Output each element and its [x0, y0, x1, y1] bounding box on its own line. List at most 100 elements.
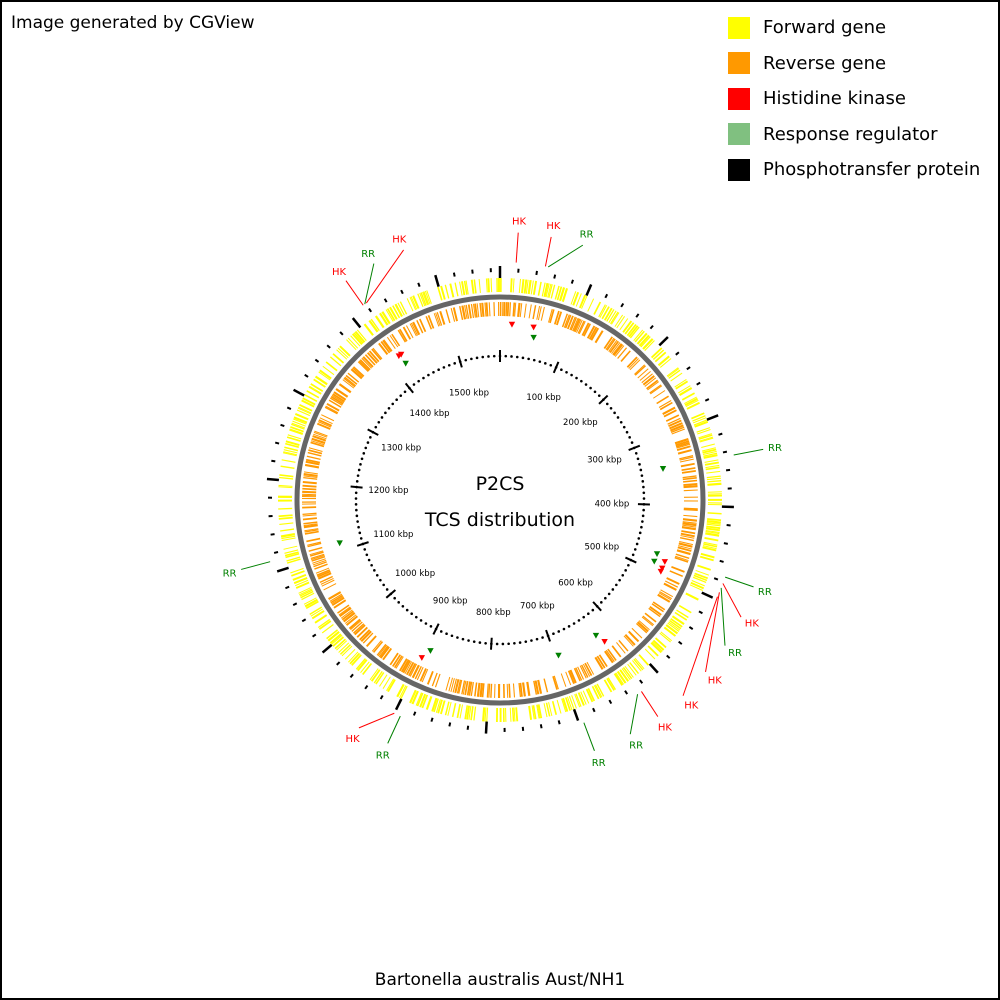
inner-ruler-dot — [630, 441, 634, 444]
forward-gene — [581, 295, 588, 309]
reverse-gene — [636, 621, 649, 633]
inner-ruler-dot — [403, 390, 407, 394]
outer-ruler — [266, 266, 734, 734]
reverse-gene — [425, 316, 433, 330]
reverse-gene — [435, 312, 441, 327]
reverse-gene — [618, 639, 629, 652]
forward-gene — [336, 349, 348, 360]
forward-gene — [487, 278, 490, 293]
reverse-gene — [635, 623, 648, 634]
forward-gene — [566, 696, 573, 711]
forward-gene — [551, 701, 558, 715]
reverse-gene — [302, 506, 317, 509]
inner-ruler-dot — [450, 634, 454, 638]
forward-gene — [310, 383, 324, 392]
forward-gene — [651, 641, 663, 652]
reverse-gene — [306, 537, 321, 543]
forward-gene — [638, 334, 650, 347]
reverse-gene — [402, 326, 412, 340]
reverse-gene — [409, 663, 418, 677]
forward-gene — [704, 537, 719, 542]
response-regulator-label: RR — [768, 443, 782, 454]
reverse-gene — [552, 675, 558, 690]
reverse-gene — [584, 662, 593, 676]
reverse-gene — [302, 490, 317, 494]
inner-ruler-dot — [355, 514, 359, 518]
reverse-gene — [549, 309, 555, 324]
reverse-gene — [536, 305, 541, 320]
forward-gene — [636, 332, 648, 345]
outer-minor-tick — [722, 450, 728, 454]
inner-ruler-dot — [593, 390, 597, 394]
forward-gene — [347, 337, 359, 349]
forward-gene — [326, 629, 339, 640]
outer-minor-tick — [311, 633, 317, 638]
forward-gene — [459, 704, 464, 719]
outer-major-tick — [276, 566, 289, 573]
forward-gene — [289, 428, 304, 435]
reverse-gene — [307, 451, 322, 457]
inner-major-tick — [625, 556, 637, 564]
forward-gene — [348, 651, 359, 663]
backbone-ring — [294, 294, 706, 706]
forward-gene — [596, 683, 605, 697]
forward-gene — [285, 442, 300, 448]
reverse-gene — [651, 603, 664, 613]
forward-gene — [695, 569, 710, 576]
forward-gene — [281, 459, 296, 463]
forward-gene — [697, 429, 711, 435]
forward-gene — [668, 369, 681, 379]
forward-gene — [339, 644, 352, 655]
forward-gene — [547, 283, 552, 298]
inner-ruler-dot — [600, 601, 603, 604]
reverse-gene — [314, 430, 328, 437]
reverse-gene — [411, 664, 420, 679]
callout-line — [629, 694, 639, 735]
forward-gene — [564, 697, 571, 711]
forward-gene — [669, 619, 682, 630]
forward-gene — [449, 283, 455, 298]
forward-gene — [459, 281, 463, 296]
reverse-gene — [641, 373, 653, 384]
reverse-gene — [623, 635, 634, 647]
forward-gene — [415, 692, 422, 706]
forward-gene — [290, 567, 304, 574]
forward-gene — [282, 452, 297, 457]
inner-ruler-dot — [611, 588, 615, 591]
reverse-gene — [613, 344, 624, 356]
forward-gene — [338, 642, 350, 653]
reverse-gene — [454, 679, 460, 694]
forward-gene — [561, 698, 567, 713]
reverse-gene — [669, 570, 683, 578]
inner-ruler-dot — [616, 416, 620, 419]
outer-major-tick — [434, 274, 440, 288]
outer-minor-tick — [688, 626, 694, 630]
reverse-gene — [582, 663, 591, 677]
inner-ruler-label: 1100 kbp — [373, 530, 413, 540]
inner-ruler-dot — [359, 463, 362, 466]
reverse-gene — [445, 676, 451, 691]
inner-ruler-label: 300 kbp — [587, 455, 622, 465]
forward-gene — [705, 529, 720, 534]
callout-line — [722, 583, 742, 618]
inner-ruler-dot — [393, 596, 396, 600]
forward-gene — [294, 413, 309, 421]
inner-major-tick — [490, 637, 493, 650]
reverse-gene — [419, 668, 427, 682]
forward-gene — [670, 372, 683, 382]
reverse-gene — [302, 484, 317, 488]
reverse-gene — [331, 597, 345, 607]
reverse-gene — [540, 306, 545, 321]
forward-gene — [344, 648, 356, 660]
reverse-gene — [338, 606, 351, 616]
forward-gene — [454, 282, 459, 297]
callout-line — [547, 244, 584, 268]
reverse-gene — [522, 682, 526, 697]
forward-gene — [412, 295, 420, 309]
inner-ruler-dot — [445, 632, 448, 636]
reverse-gene — [679, 456, 694, 461]
reverse-gene — [330, 395, 344, 405]
inner-major-tick — [356, 541, 369, 547]
forward-gene — [286, 558, 301, 564]
forward-gene — [515, 707, 519, 722]
